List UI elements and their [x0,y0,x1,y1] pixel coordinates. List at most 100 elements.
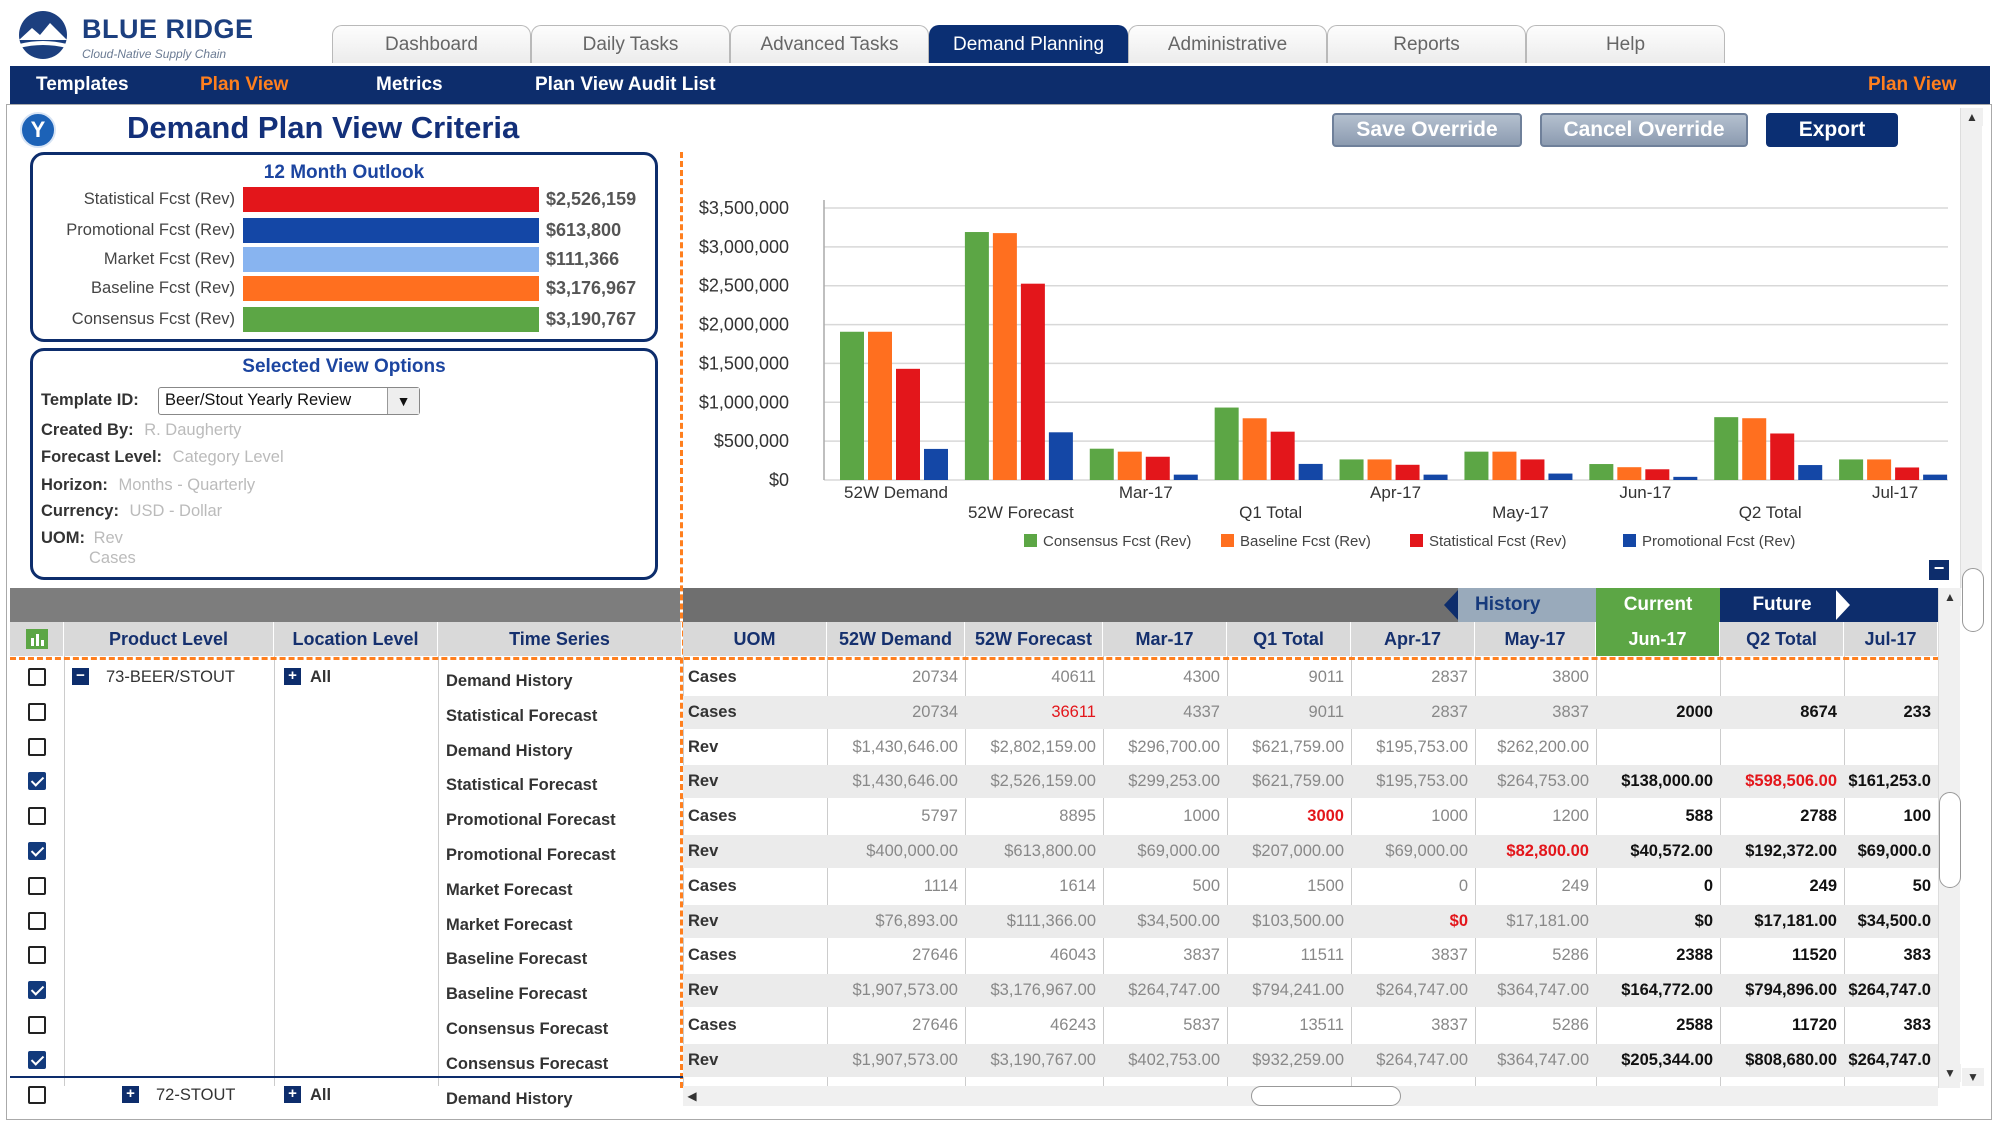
page-scroll-down-icon[interactable]: ▼ [1962,1068,1984,1086]
value-cell[interactable]: 8674 [1800,702,1837,721]
value-cell[interactable]: $69,000.0 [1857,842,1931,860]
chart-bar[interactable] [1117,451,1142,480]
nav-metrics[interactable]: Metrics [376,74,443,95]
bar-chart-icon[interactable] [25,629,48,649]
chart-bar[interactable] [1742,418,1767,480]
chart-bar[interactable] [1492,451,1517,480]
col-header-52w-forecast[interactable]: 52W Forecast [965,622,1103,656]
collapse-icon[interactable]: − [72,668,89,685]
row-checkbox[interactable] [28,981,46,1000]
future-right-arrow-icon[interactable] [1836,590,1850,620]
cancel-override-button[interactable]: Cancel Override [1540,113,1748,147]
tab-advanced-tasks[interactable]: Advanced Tasks [730,25,929,63]
value-cell[interactable]: $164,772.00 [1621,981,1713,1000]
value-cell[interactable]: $808,680.00 [1745,1050,1837,1069]
row-checkbox[interactable] [28,842,46,860]
product-level-label[interactable]: 72-STOUT [156,1085,236,1104]
grid-scroll-up-icon[interactable]: ▲ [1939,588,1961,606]
row-checkbox[interactable] [28,1085,46,1104]
value-cell[interactable]: $264,747.0 [1848,1050,1931,1069]
tab-daily-tasks[interactable]: Daily Tasks [531,25,730,63]
grid-scroll-thumb[interactable] [1939,792,1961,888]
value-cell[interactable]: $0 [1694,911,1713,930]
value-cell[interactable]: 383 [1903,1016,1931,1034]
chart-bar[interactable] [1020,283,1045,480]
template-select[interactable]: Beer/Stout Yearly Review ▼ [158,387,420,415]
col-header-52w-demand[interactable]: 52W Demand [827,622,965,656]
page-scrollbar[interactable]: ▲ [1960,108,1983,588]
grid-horizontal-scrollbar[interactable]: ◀ [683,1086,1938,1106]
chart-bar[interactable] [1589,464,1614,480]
col-header-apr-17[interactable]: Apr-17 [1351,622,1475,656]
value-cell[interactable] [1720,730,1844,765]
chart-bar[interactable] [924,448,948,480]
nav-templates[interactable]: Templates [36,74,129,95]
value-cell[interactable]: $192,372.00 [1745,842,1837,860]
value-cell[interactable]: 588 [1685,807,1713,826]
value-cell[interactable]: 249 [1809,876,1837,895]
brand-logo[interactable]: BLUE RIDGE Cloud-Native Supply Chain [16,10,266,62]
chart-bar[interactable] [1214,407,1239,480]
expand-icon[interactable]: + [284,668,301,685]
col-header-uom[interactable]: UOM [683,622,827,656]
value-cell[interactable]: 100 [1903,807,1931,826]
location-level-label[interactable]: All [310,668,332,686]
chart-bar[interactable] [1617,467,1642,480]
chart-bar[interactable] [1645,469,1670,480]
row-checkbox[interactable] [28,702,46,721]
chart-bar[interactable] [1714,417,1739,480]
export-button[interactable]: Export [1766,113,1898,147]
value-cell[interactable]: 50 [1912,876,1931,895]
grid-scroll-down-icon[interactable]: ▼ [1939,1064,1961,1082]
value-cell[interactable]: 2788 [1800,807,1837,826]
chart-bar[interactable] [1367,459,1392,480]
chart-bar[interactable] [1895,467,1920,480]
expand-icon[interactable]: + [284,1085,301,1103]
chart-bar[interactable] [1395,464,1420,480]
chart-bar[interactable] [840,331,864,480]
chart-bar[interactable] [1423,474,1448,480]
chart-bar[interactable] [868,331,892,480]
col-header-q2-total[interactable]: Q2 Total [1720,622,1844,656]
col-header-mar-17[interactable]: Mar-17 [1103,622,1227,656]
value-cell[interactable]: 383 [1903,946,1931,965]
chart-bar[interactable] [1770,433,1795,480]
chart-bar[interactable] [992,233,1017,480]
location-level-label[interactable]: All [310,1085,332,1104]
value-cell[interactable]: 0 [1703,876,1713,895]
value-cell[interactable] [1596,660,1720,695]
value-cell[interactable]: $205,344.00 [1621,1050,1713,1069]
chart-bar[interactable] [1339,459,1364,480]
value-cell[interactable]: $34,500.0 [1857,911,1931,930]
chart-bar[interactable] [1145,456,1170,480]
value-cell[interactable]: 11720 [1792,1016,1837,1034]
value-cell[interactable] [1596,730,1720,765]
col-header-jul-17[interactable]: Jul-17 [1844,622,1938,656]
chart-bar[interactable] [1048,432,1073,480]
app-badge-icon[interactable]: Y [20,112,56,148]
value-cell[interactable]: 2388 [1676,946,1713,965]
page-scroll-thumb[interactable] [1962,568,1984,632]
collapse-chart-icon[interactable]: − [1929,559,1949,580]
tab-help[interactable]: Help [1526,25,1725,63]
value-cell[interactable]: $598,506.00 [1745,772,1837,791]
col-header-time-series[interactable]: Time Series [438,622,682,656]
chart-bar[interactable] [1173,474,1198,480]
tab-dashboard[interactable]: Dashboard [332,25,531,63]
row-checkbox[interactable] [28,1016,46,1034]
chart-bar[interactable] [1548,473,1573,480]
chart-bar[interactable] [1520,459,1545,480]
row-checkbox[interactable] [28,946,46,965]
grid-vertical-scrollbar[interactable]: ▲ ▼ [1938,588,1961,1088]
product-level-label[interactable]: 73-BEER/STOUT [106,668,235,686]
value-cell[interactable] [1844,730,1938,765]
row-checkbox[interactable] [28,807,46,826]
dropdown-arrow-icon[interactable]: ▼ [387,388,419,414]
row-checkbox[interactable] [28,1050,46,1069]
value-cell[interactable]: 11520 [1792,946,1837,965]
chart-toggle-header[interactable] [10,622,64,656]
tab-reports[interactable]: Reports [1327,25,1526,63]
col-header-product-level[interactable]: Product Level [64,622,274,656]
col-header-jun-17[interactable]: Jun-17 [1596,622,1720,656]
chart-bar[interactable] [1923,474,1948,480]
